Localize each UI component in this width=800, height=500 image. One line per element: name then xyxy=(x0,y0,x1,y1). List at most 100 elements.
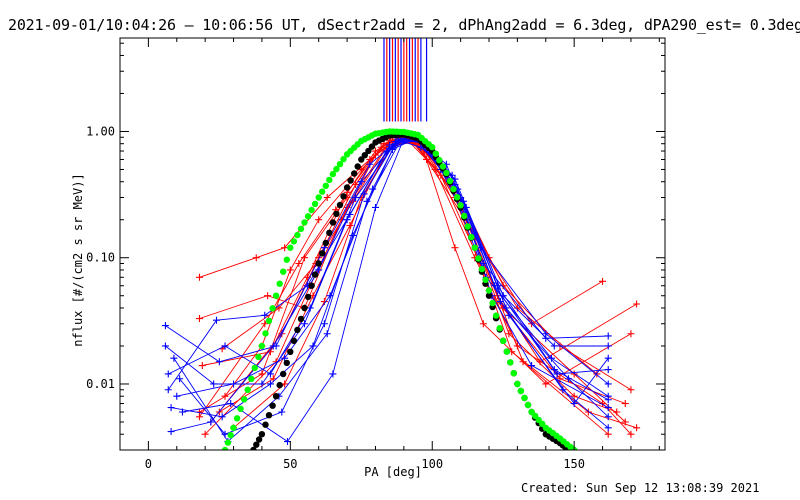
fit-point-green xyxy=(478,265,486,273)
fit-point-green xyxy=(272,292,280,299)
fit-point-green xyxy=(304,213,312,220)
data-point-red xyxy=(451,244,459,252)
fit-point-black xyxy=(322,239,329,247)
x-tick-label: 0 xyxy=(145,457,152,471)
data-point-blue xyxy=(550,342,558,350)
fit-point-green xyxy=(333,165,340,173)
data-point-blue xyxy=(604,354,612,362)
data-point-blue xyxy=(306,304,314,312)
data-point-blue xyxy=(218,413,226,421)
data-point-blue xyxy=(301,320,309,328)
fit-point-green xyxy=(251,364,258,372)
data-point-blue xyxy=(329,370,337,378)
data-point-blue xyxy=(604,424,612,432)
fit-point-black xyxy=(297,315,305,323)
data-point-blue xyxy=(448,171,456,179)
data-point-red xyxy=(519,358,527,366)
y-axis-label: nflux [#/(cm2 s sr MeV)] xyxy=(71,173,85,346)
fit-point-green xyxy=(461,212,468,220)
fit-point-black xyxy=(351,170,358,177)
fit-point-black xyxy=(333,210,340,217)
fit-point-black xyxy=(262,421,269,428)
fit-point-green xyxy=(227,432,234,439)
fit-point-green xyxy=(485,287,493,294)
fit-point-black xyxy=(258,431,266,438)
y-tick-label: 0.01 xyxy=(86,377,115,391)
fit-point-green xyxy=(492,312,500,319)
fit-point-green xyxy=(319,188,326,195)
vertical-markers xyxy=(383,38,428,122)
data-point-blue xyxy=(213,316,221,324)
fit-point-green xyxy=(258,342,266,350)
fit-point-green xyxy=(269,305,276,312)
data-point-blue xyxy=(604,342,612,350)
data-point-blue xyxy=(167,428,175,436)
data-point-blue xyxy=(323,330,331,338)
fit-point-green xyxy=(315,194,322,201)
created-timestamp: Created: Sun Sep 12 13:08:39 2021 xyxy=(521,481,760,495)
data-point-blue xyxy=(604,404,612,412)
fit-point-green xyxy=(294,231,301,239)
fit-point-black xyxy=(287,348,294,355)
fit-point-black xyxy=(269,402,276,409)
data-point-blue xyxy=(230,380,238,388)
fit-point-black xyxy=(326,229,333,236)
fit-point-green xyxy=(280,268,287,275)
data-point-blue xyxy=(207,418,215,426)
x-tick-label: 100 xyxy=(421,457,443,471)
data-point-blue xyxy=(164,370,172,378)
fit-point-black xyxy=(308,282,315,289)
fit-point-black xyxy=(343,184,351,191)
fit-point-green xyxy=(517,387,525,395)
fit-point-black xyxy=(354,163,361,170)
data-point-red xyxy=(621,400,629,408)
x-tick-label: 150 xyxy=(563,457,585,471)
data-point-blue xyxy=(360,190,368,198)
fit-point-green xyxy=(457,202,464,209)
fit-point-green xyxy=(500,337,507,344)
fit-point-green xyxy=(233,415,241,422)
fit-point-black xyxy=(301,304,308,312)
series-line-red xyxy=(199,138,603,325)
fit-point-green xyxy=(450,185,457,193)
data-point-blue xyxy=(167,404,175,412)
fit-point-green xyxy=(248,375,255,382)
data-point-red xyxy=(252,254,260,262)
series-line-red xyxy=(233,141,609,435)
fit-point-black xyxy=(272,393,280,400)
data-point-blue xyxy=(215,358,223,366)
data-point-blue xyxy=(604,396,612,404)
data-point-red xyxy=(627,386,635,394)
series-line-blue xyxy=(179,140,609,435)
fit-point-black xyxy=(255,436,263,443)
data-point-blue xyxy=(505,311,513,319)
fit-point-green xyxy=(514,380,521,388)
fit-point-green xyxy=(471,244,478,251)
fit-point-green xyxy=(429,144,436,151)
data-point-blue xyxy=(604,366,612,374)
data-point-blue xyxy=(161,342,169,350)
fit-point-black xyxy=(368,143,376,150)
data-point-red xyxy=(485,254,493,262)
fit-point-green xyxy=(230,424,237,431)
fit-point-green xyxy=(287,244,294,251)
fit-point-green xyxy=(241,396,248,403)
data-point-blue xyxy=(604,332,612,340)
fit-point-green xyxy=(265,317,273,325)
fit-point-black xyxy=(365,147,372,155)
fit-point-green xyxy=(336,161,344,168)
fit-point-black xyxy=(283,359,290,367)
fit-point-green xyxy=(262,330,269,337)
data-point-red xyxy=(346,222,354,229)
data-point-blue xyxy=(570,400,578,408)
data-point-red xyxy=(627,330,635,338)
x-tick-label: 50 xyxy=(283,457,297,471)
data-point-red xyxy=(604,430,612,438)
fit-point-black xyxy=(336,201,344,209)
fit-point-black xyxy=(485,292,493,299)
data-point-blue xyxy=(366,160,374,168)
data-point-red xyxy=(195,273,203,281)
data-point-blue xyxy=(261,311,269,319)
series-line-blue xyxy=(173,139,609,443)
data-point-red xyxy=(264,292,272,300)
